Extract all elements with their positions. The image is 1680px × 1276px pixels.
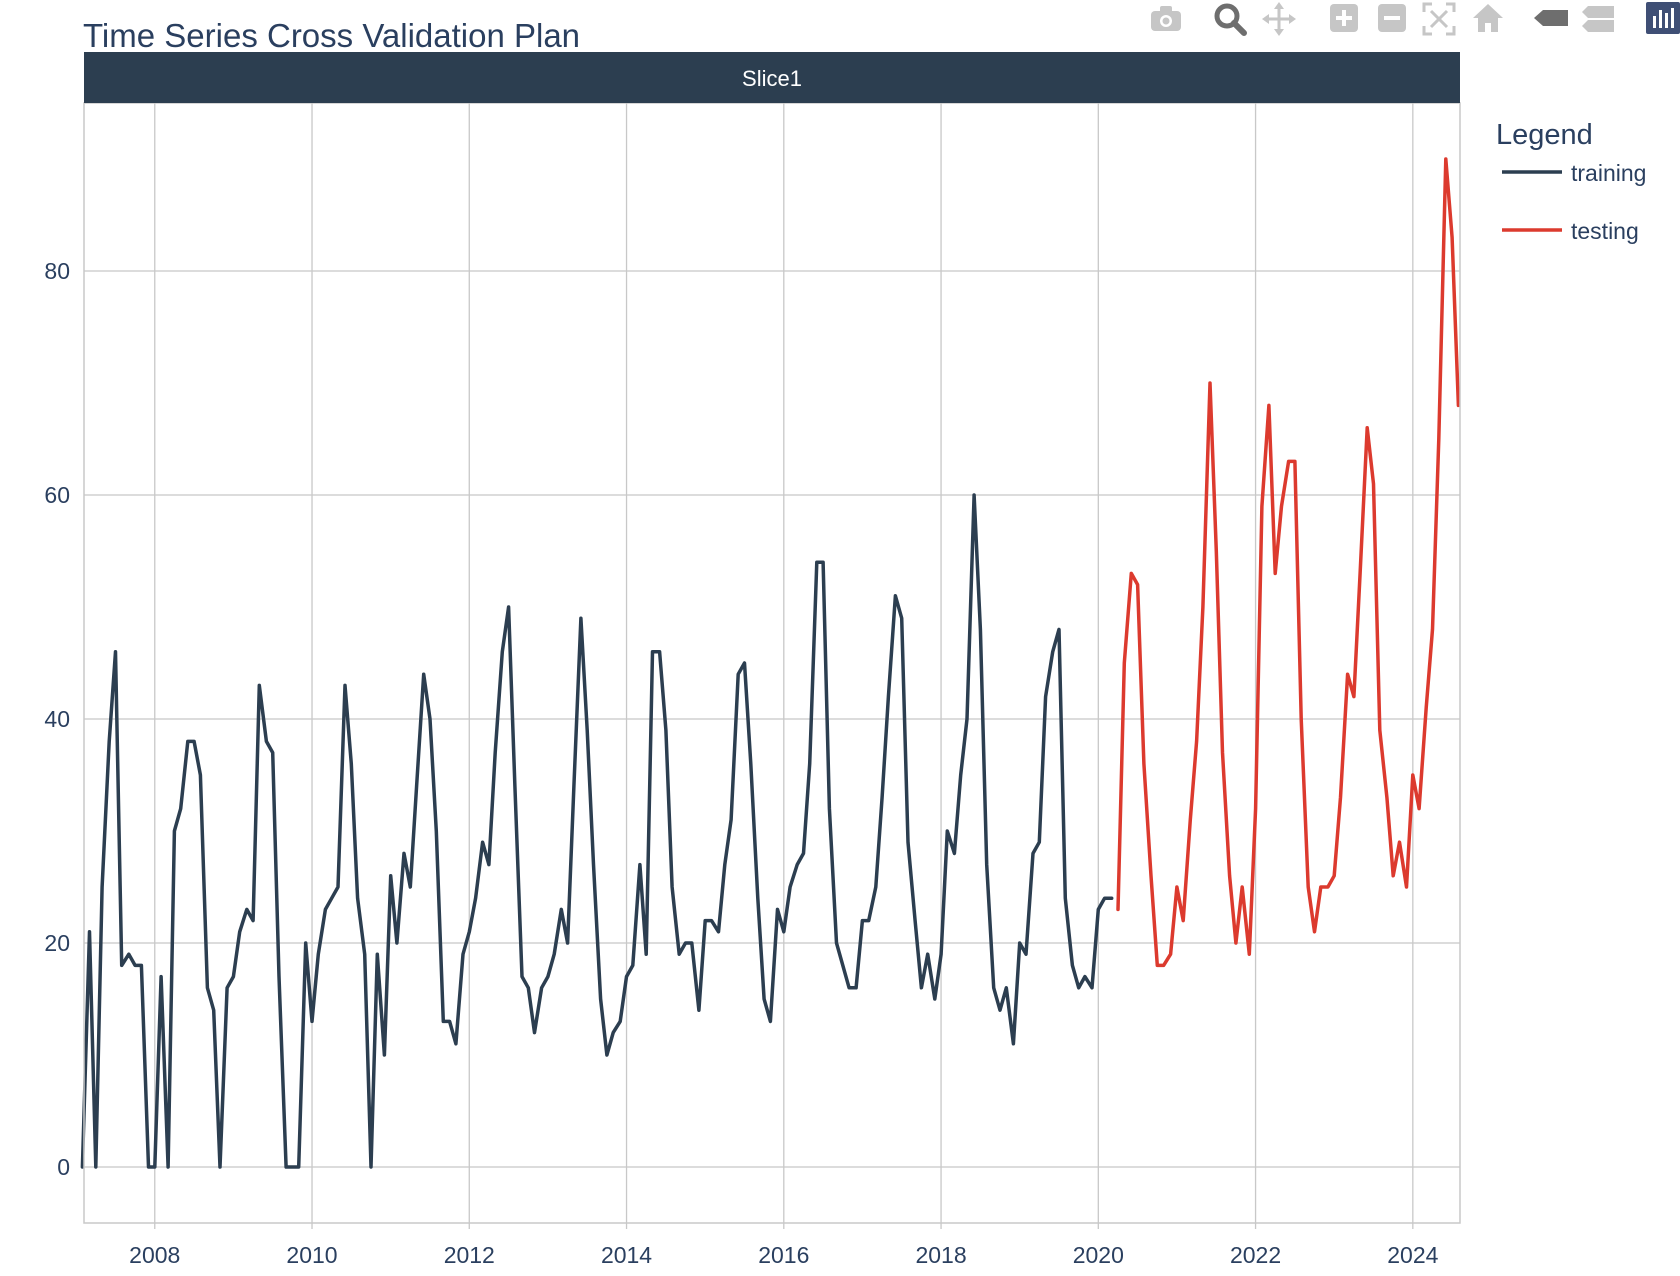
series-layer — [80, 157, 1461, 1169]
legend-item-training[interactable]: training — [1502, 160, 1646, 186]
x-tick-label-2016: 2016 — [758, 1242, 809, 1268]
x-tick-label-2024: 2024 — [1387, 1242, 1438, 1268]
autoscale-icon[interactable] — [1422, 2, 1456, 36]
legend[interactable]: Legend training testing — [1496, 119, 1646, 244]
y-tick-label-40: 40 — [44, 706, 70, 732]
plotly-logo-icon[interactable] — [1646, 2, 1680, 34]
y-tick-label-80: 80 — [44, 258, 70, 284]
x-gridlines — [154, 103, 1414, 1223]
zoom-icon[interactable] — [1214, 3, 1247, 36]
x-tick-label-2018: 2018 — [915, 1242, 966, 1268]
hover-compare-icon[interactable] — [1582, 6, 1614, 32]
legend-label-training: training — [1571, 160, 1646, 186]
spike-lines-icon[interactable] — [1534, 10, 1568, 26]
x-tick-labels: 2008 2010 2012 2014 2016 2018 2020 2022 2024 — [129, 1223, 1439, 1268]
plot-background — [84, 103, 1460, 1223]
home-icon[interactable] — [1473, 4, 1503, 32]
x-tick-label-2014: 2014 — [601, 1242, 652, 1268]
series-line-testing[interactable] — [1116, 157, 1461, 968]
x-tick-label-2022: 2022 — [1230, 1242, 1281, 1268]
camera-icon[interactable] — [1151, 6, 1181, 31]
legend-title: Legend — [1496, 119, 1593, 151]
x-tick-label-2020: 2020 — [1073, 1242, 1124, 1268]
facet-strip — [84, 52, 1460, 103]
legend-item-testing[interactable]: testing — [1502, 218, 1639, 244]
x-tick-label-2010: 2010 — [286, 1242, 337, 1268]
series-line-training[interactable] — [80, 493, 1114, 1169]
facet-strip-label: Slice1 — [742, 66, 802, 91]
y-tick-label-60: 60 — [44, 482, 70, 508]
y-tick-label-0: 0 — [57, 1154, 70, 1180]
chart-title: Time Series Cross Validation Plan — [83, 17, 580, 54]
zoom-in-icon[interactable] — [1330, 4, 1358, 32]
modebar — [1151, 2, 1680, 36]
y-tick-label-20: 20 — [44, 930, 70, 956]
y-tick-labels: 0 20 40 60 80 — [44, 258, 70, 1180]
legend-label-testing: testing — [1571, 218, 1639, 244]
x-tick-label-2008: 2008 — [129, 1242, 180, 1268]
pan-icon[interactable] — [1262, 2, 1296, 36]
y-gridlines — [84, 270, 1460, 1168]
x-tick-label-2012: 2012 — [444, 1242, 495, 1268]
plot-area[interactable] — [80, 102, 1461, 1224]
zoom-out-icon[interactable] — [1378, 4, 1406, 32]
